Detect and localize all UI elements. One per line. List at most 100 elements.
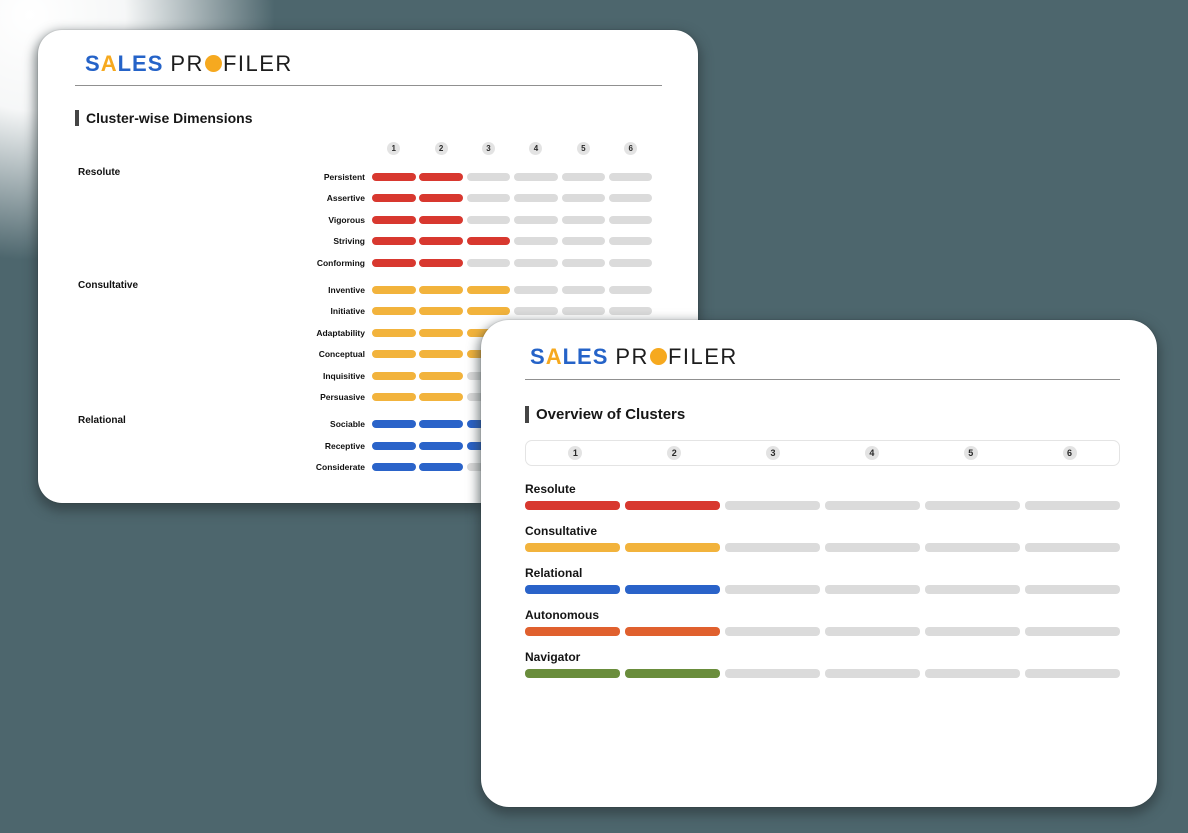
bar-segment [724, 669, 821, 678]
column-number-cell: 1 [526, 446, 625, 460]
dimension-row: Vigorous [38, 209, 698, 231]
dimension-row: Assertive [38, 188, 698, 210]
bar-segment [419, 328, 463, 337]
cluster-bar [525, 501, 1121, 510]
bar-segment [824, 669, 921, 678]
dimension-bar [372, 285, 653, 294]
bar-segment [525, 543, 621, 552]
header-divider [525, 379, 1120, 380]
bar-segment [608, 194, 653, 203]
bar-segment [561, 172, 606, 181]
cluster-bar [525, 543, 1121, 552]
column-number-badge: 1 [387, 142, 401, 155]
column-number-badge: 1 [568, 446, 583, 460]
cluster-name-label: Relational [78, 414, 126, 426]
column-number-header: 1 2 3 4 5 6 [525, 440, 1120, 466]
cluster-name-label: Resolute [525, 482, 576, 496]
bar-segment [372, 237, 416, 246]
dimension-label: Inventive [328, 284, 365, 295]
bar-segment [624, 501, 721, 510]
dimension-bar [372, 194, 653, 203]
overview-clusters-card: SALES PR FILER Overview of Clusters 1 2 3 4 5 6… [481, 320, 1157, 807]
bar-segment [372, 350, 416, 359]
cluster-bar [525, 669, 1121, 678]
column-number-cell: 3 [724, 446, 823, 460]
bar-segment [1024, 543, 1121, 552]
bar-segment [624, 627, 721, 636]
column-number-cell: 5 [921, 446, 1020, 460]
bar-segment [466, 172, 511, 181]
bar-segment [924, 627, 1021, 636]
cluster-row: Autonomous [525, 608, 1121, 636]
cluster-row: Navigator [525, 650, 1121, 678]
dimension-label: Initiative [330, 306, 365, 317]
bar-segment [525, 669, 621, 678]
column-number-cell: 2 [419, 142, 463, 155]
heading-accent-bar [75, 110, 79, 126]
logo-profiler-text: PR FILER [170, 51, 293, 76]
dimension-row: Inventive [38, 279, 698, 301]
bar-segment [924, 501, 1021, 510]
cluster-row: Resolute [525, 482, 1121, 510]
bar-segment [419, 420, 463, 429]
bar-segment [561, 258, 606, 267]
column-number-badge: 3 [766, 446, 781, 460]
dimension-label: Inquisitive [322, 370, 365, 381]
logo-profiler-text: PR FILER [615, 344, 738, 369]
logo-o-dot-icon [649, 348, 667, 365]
bar-segment [624, 543, 721, 552]
logo-a-letter: A [100, 51, 118, 76]
bar-segment [624, 585, 721, 594]
dimension-bar [372, 215, 653, 224]
logo-o-dot-icon [204, 55, 222, 72]
bar-segment [466, 258, 511, 267]
column-number-badge: 4 [529, 142, 543, 155]
cluster-name-label: Resolute [78, 167, 121, 178]
bar-segment [419, 237, 463, 246]
sales-profiler-logo: SALES PR FILER [530, 344, 738, 370]
section-title: Overview of Clusters [536, 406, 686, 423]
column-number-badge: 6 [624, 142, 638, 155]
dimension-bar [372, 258, 653, 267]
dimension-bar [372, 237, 653, 246]
bar-segment [824, 501, 921, 510]
column-number-cell: 3 [467, 142, 511, 155]
column-number-cell: 1 [372, 142, 416, 155]
bar-segment [514, 285, 558, 294]
bar-segment [372, 172, 416, 181]
bar-segment [372, 441, 416, 450]
bar-segment [1024, 501, 1121, 510]
bar-segment [514, 194, 558, 203]
bar-segment [624, 669, 721, 678]
bar-segment [724, 627, 821, 636]
dimension-row: Initiative [38, 301, 698, 323]
bar-segment [372, 420, 416, 429]
bar-segment [419, 194, 463, 203]
bar-segment [514, 307, 558, 316]
bar-segment [1024, 627, 1121, 636]
dimension-label: Striving [333, 236, 365, 247]
logo-sales-text: SALES [530, 344, 609, 369]
bar-segment [608, 307, 653, 316]
sales-profiler-logo: SALES PR FILER [85, 51, 293, 77]
bar-segment [561, 237, 606, 246]
column-number-badge: 2 [667, 446, 682, 460]
bar-segment [525, 501, 621, 510]
bar-segment [419, 258, 463, 267]
dimension-label: Adaptability [316, 327, 365, 338]
bar-segment [608, 237, 653, 246]
bar-segment [514, 215, 558, 224]
bar-segment [724, 585, 821, 594]
bar-segment [466, 285, 511, 294]
column-number-cell: 6 [1020, 446, 1119, 460]
dimension-row: Striving [38, 231, 698, 253]
bar-segment [924, 543, 1021, 552]
column-number-badge: 4 [864, 446, 879, 460]
dimension-label: Persuasive [320, 392, 365, 403]
bar-segment [419, 307, 463, 316]
dimension-label: Receptive [324, 440, 365, 451]
column-number-badge: 5 [963, 446, 978, 460]
cluster-name-label: Relational [525, 566, 583, 580]
bar-segment [724, 501, 821, 510]
cluster-row: Consultative [525, 524, 1121, 552]
